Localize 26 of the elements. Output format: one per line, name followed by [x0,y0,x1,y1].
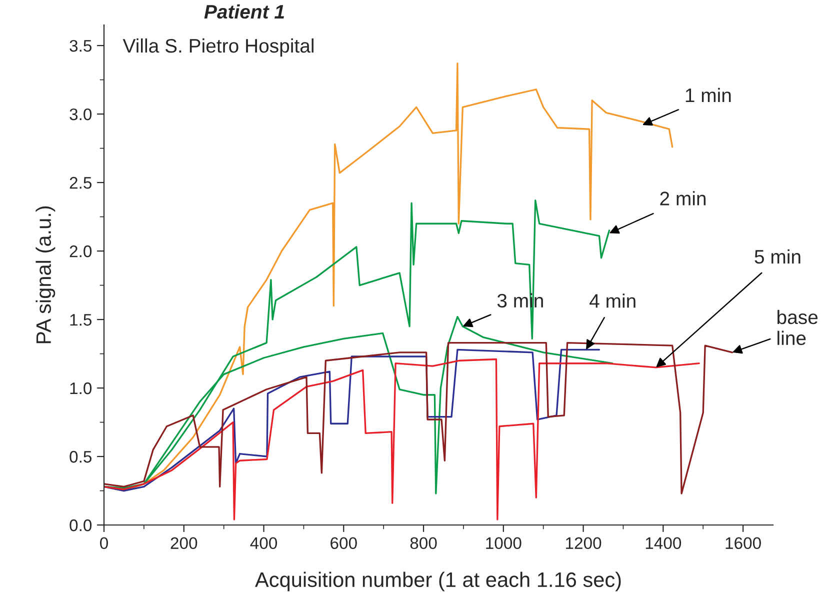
x-axis-title: Acquisition number (1 at each 1.16 sec) [255,572,621,592]
x-tick-label: 600 [330,537,357,550]
y-tick-label: 1.0 [70,382,92,394]
x-tick-label: 1000 [486,537,522,550]
y-tick-label: 0.0 [70,519,92,532]
y-tick-label: 2.0 [70,245,92,258]
annotation: 1 min [686,88,731,102]
chart-title: Patient 1 [204,4,284,19]
x-tick-label: 1200 [566,537,602,550]
y-tick-label: 2.5 [70,176,92,189]
y-tick-label: 3.0 [70,108,92,120]
x-tick-label: 800 [410,537,437,550]
x-tick-label: 0 [100,537,108,550]
text: Villa S. Pietro Hospital [122,38,314,57]
y-tick-label: 0.5 [70,450,92,463]
x-tick-label: 1600 [726,537,761,550]
annotation: 2 min [660,191,706,206]
annotation: 4 min [590,294,636,308]
y-axis-title: PA signal (a.u.) [36,206,56,344]
y-tick-label: 3.5 [70,40,92,52]
x-tick-label: 1400 [646,537,682,550]
y-tick-label: 1.5 [70,314,92,326]
x-tick-label: 200 [170,537,198,550]
x-tick-label: 400 [250,537,278,550]
annotation: 5 min [754,249,800,264]
annotation: base line [778,310,818,346]
